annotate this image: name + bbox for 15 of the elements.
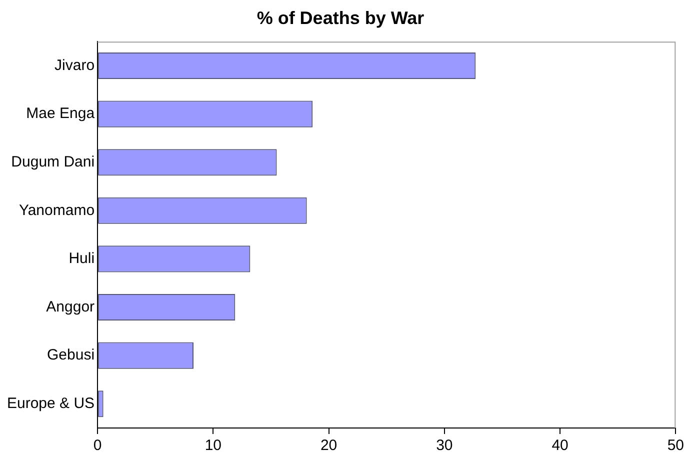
y-tick-label: Yanomamo [18,202,95,219]
x-tick-label: 0 [93,437,102,454]
y-tick-label: Dugum Dani [11,153,95,170]
y-tick-label: Gebusi [47,346,95,364]
y-tick-label: Huli [68,250,95,268]
y-tick-label: Mae Enga [26,105,96,122]
x-tick-label: 10 [204,437,222,454]
x-tick-label: 50 [667,437,684,454]
y-tick-label: Jivaro [54,56,95,74]
x-tick-label: 20 [320,437,338,454]
chart-title: % of Deaths by War [256,8,424,28]
x-tick-label: 40 [552,437,568,454]
y-tick-label: Anggor [46,298,95,316]
x-tick-label: 30 [436,437,453,454]
y-tick-label: Europe & US [7,394,95,412]
